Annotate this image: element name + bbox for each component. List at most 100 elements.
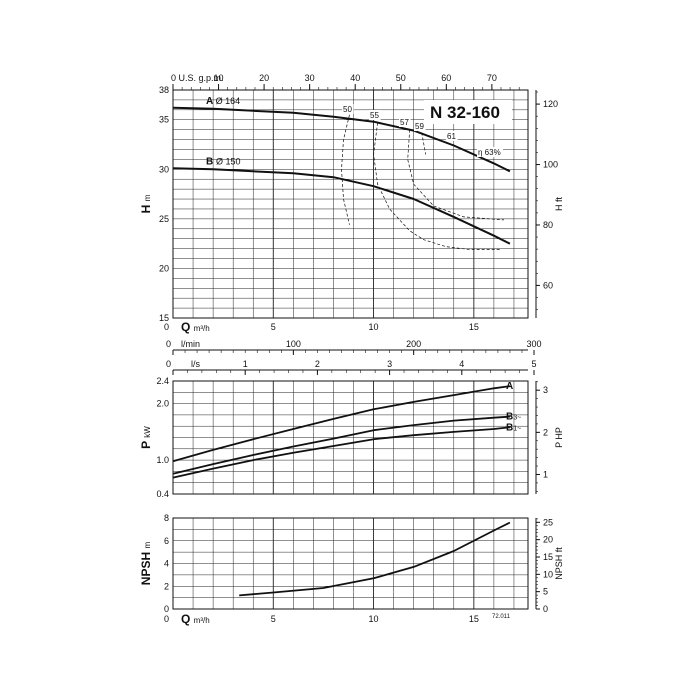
h-ft-tick-label: 100 bbox=[543, 160, 558, 170]
gpm-tick-label: 70 bbox=[487, 73, 497, 83]
head-axis-title: H m bbox=[139, 194, 153, 213]
p-hp-tick-label: 1 bbox=[543, 469, 548, 479]
y-tick-label: 4 bbox=[164, 559, 169, 569]
lmin-tick-label: 200 bbox=[406, 339, 421, 349]
efficiency-label-3: 59 bbox=[415, 122, 424, 131]
y-tick-label: 2.4 bbox=[156, 376, 169, 386]
efficiency-label-4: 61 bbox=[447, 132, 456, 141]
chart-labels: 1520253035380.41.02.02.40246860801001201… bbox=[139, 73, 564, 626]
power-label-B3: B3~ bbox=[506, 412, 521, 423]
efficiency-curve-59 bbox=[421, 132, 427, 155]
npsh-ft-tick-label: 10 bbox=[543, 569, 553, 579]
q-axis-head-tick-label: 15 bbox=[469, 322, 479, 332]
ls-zero: 0 bbox=[166, 359, 171, 369]
gpm-tick-label: 30 bbox=[305, 73, 315, 83]
h-ft-tick-label: 120 bbox=[543, 99, 558, 109]
ls-tick-label: 4 bbox=[459, 359, 464, 369]
p-hp-tick-label: 3 bbox=[543, 385, 548, 395]
y-tick-label: 6 bbox=[164, 536, 169, 546]
efficiency-label-bg bbox=[446, 131, 458, 141]
power-label-B1: B1~ bbox=[506, 422, 521, 433]
power-axis-title-symbol: P bbox=[139, 438, 153, 449]
head-axis-title-symbol: H bbox=[139, 201, 153, 213]
curve-label-b-diameter: Ø 150 bbox=[216, 156, 241, 166]
lmin-tick-label: 100 bbox=[286, 339, 301, 349]
head-axis-title-unit: m bbox=[143, 194, 152, 201]
lmin-tick-label: 300 bbox=[526, 339, 541, 349]
npsh-ft-tick-label: 5 bbox=[543, 587, 548, 597]
y-tick-label: 20 bbox=[159, 263, 169, 273]
q-axis-head-zero: 0 bbox=[164, 322, 169, 332]
h-ft-tick-label: 60 bbox=[543, 280, 553, 290]
q-axis-npsh-zero: 0 bbox=[164, 614, 169, 624]
efficiency-label-0: 50 bbox=[343, 105, 352, 114]
power-label-phase: 1~ bbox=[513, 425, 521, 432]
lmin-axis-label: l/min bbox=[181, 339, 200, 349]
power-curve-A bbox=[172, 385, 511, 463]
curve-label-a-letter: A bbox=[206, 96, 216, 107]
head-curve-A bbox=[172, 106, 511, 173]
y-tick-label: 1.0 bbox=[156, 455, 169, 465]
npsh-ft-tick-label: 20 bbox=[543, 535, 553, 545]
npsh-axis-title-unit: m bbox=[143, 541, 152, 548]
gpm-tick-label: 20 bbox=[259, 73, 269, 83]
y-tick-label: 35 bbox=[159, 115, 169, 125]
power-curve-B1 bbox=[172, 426, 510, 479]
efficiency-curve-57 bbox=[407, 129, 504, 221]
q-axis-npsh-tick-label: 5 bbox=[271, 614, 276, 624]
h-ft-axis-title: H ft bbox=[554, 197, 564, 212]
gpm-axis-label: 0 U.S. g.p.m. bbox=[171, 73, 224, 83]
y-tick-label: 2 bbox=[164, 581, 169, 591]
y-tick-label: 0 bbox=[164, 604, 169, 614]
efficiency-curve-50 bbox=[341, 114, 350, 225]
npsh-ft-tick-label: 15 bbox=[543, 552, 553, 562]
y-tick-label: 38 bbox=[159, 85, 169, 95]
ls-axis-label: l/s bbox=[191, 359, 201, 369]
gpm-tick-label: 60 bbox=[441, 73, 451, 83]
q-axis-head-unit: m³/h bbox=[194, 324, 210, 333]
q-axis-head-tick-label: 10 bbox=[369, 322, 379, 332]
q-axis-npsh-tick-label: 10 bbox=[369, 614, 379, 624]
p-hp-axis-title: P HP bbox=[554, 427, 564, 448]
curve-label-a-diameter: Ø 164 bbox=[216, 96, 241, 106]
npsh-axis-title-symbol: NPSH bbox=[139, 548, 153, 585]
efficiency-label-bg bbox=[399, 117, 411, 127]
title-box bbox=[424, 100, 512, 124]
q-axis-head-symbol: Q bbox=[181, 320, 194, 334]
curve-label-a: A Ø 164 bbox=[206, 96, 240, 107]
npsh-ft-tick-label: 25 bbox=[543, 517, 553, 527]
efficiency-curve-55 bbox=[373, 122, 500, 250]
efficiency-label-2: 57 bbox=[400, 118, 409, 127]
panel-frame bbox=[172, 517, 529, 610]
lmin-zero: 0 bbox=[166, 339, 171, 349]
y-tick-label: 2.0 bbox=[156, 399, 169, 409]
ls-tick-label: 3 bbox=[387, 359, 392, 369]
efficiency-label-5: η 63% bbox=[478, 148, 501, 157]
efficiency-label-bg bbox=[369, 110, 381, 120]
efficiency-label-bg bbox=[477, 147, 503, 157]
head-curve-B bbox=[172, 167, 511, 245]
panel-frame bbox=[172, 380, 529, 495]
efficiency-label-1: 55 bbox=[370, 111, 379, 120]
npsh-ft-tick-label: 0 bbox=[543, 604, 548, 614]
y-tick-label: 30 bbox=[159, 164, 169, 174]
q-axis-head-title: Q m³/h bbox=[181, 320, 210, 334]
q-axis-npsh-tick-label: 15 bbox=[469, 614, 479, 624]
npsh-curve bbox=[239, 521, 511, 597]
curve-label-b-letter: B bbox=[206, 156, 216, 167]
npsh-ft-axis-title: NPSH ft bbox=[554, 547, 564, 580]
y-tick-label: 15 bbox=[159, 313, 169, 323]
chart-curves bbox=[172, 106, 511, 597]
curve-label-b: B Ø 150 bbox=[206, 156, 241, 167]
power-label-letter: B bbox=[506, 412, 513, 423]
ls-tick-label: 5 bbox=[531, 359, 536, 369]
q-axis-npsh-unit: m³/h bbox=[194, 616, 210, 625]
ls-tick-label: 1 bbox=[243, 359, 248, 369]
p-hp-tick-label: 2 bbox=[543, 427, 548, 437]
power-label-phase: 3~ bbox=[513, 415, 521, 422]
gpm-tick-label: 40 bbox=[350, 73, 360, 83]
h-ft-tick-label: 80 bbox=[543, 220, 553, 230]
q-axis-npsh-title: Q m³/h bbox=[181, 612, 210, 626]
panel-frame bbox=[172, 89, 529, 319]
